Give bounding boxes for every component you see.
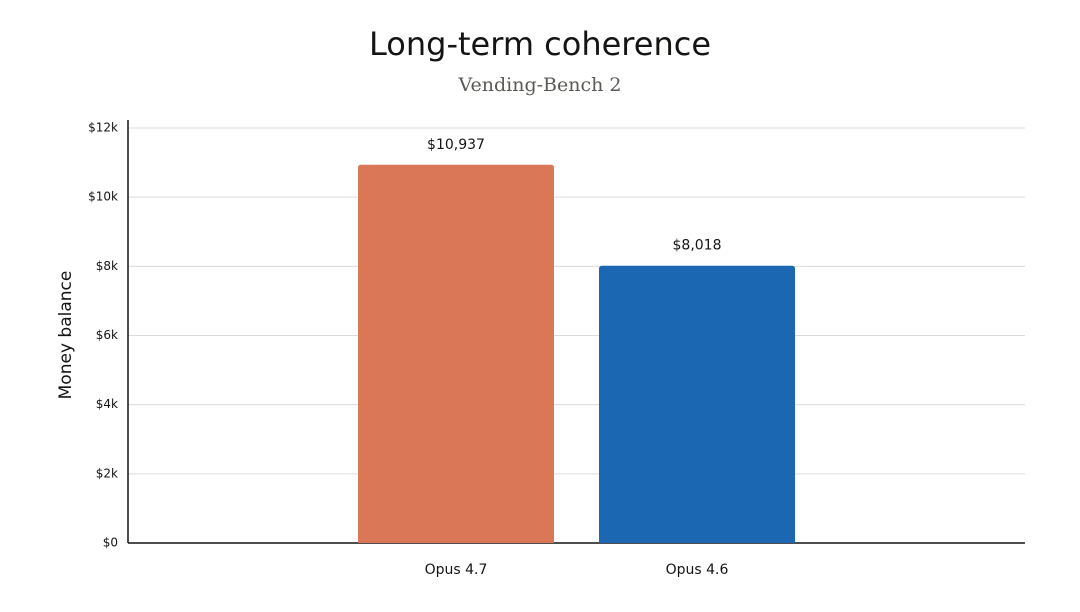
y-tick-label: $4k [96, 397, 118, 411]
data-label: $8,018 [673, 238, 722, 254]
x-tick-label: Opus 4.6 [666, 562, 729, 578]
y-tick-label: $0 [103, 536, 118, 550]
y-tick-label: $2k [96, 466, 118, 480]
y-tick-label: $10k [88, 190, 118, 204]
y-tick-label: $8k [96, 259, 118, 273]
bar [358, 164, 554, 543]
y-tick-label: $6k [96, 328, 118, 342]
y-tick-label: $12k [88, 121, 118, 135]
chart-subtitle: Vending-Bench 2 [458, 74, 622, 96]
chart-title: Long-term coherence [369, 25, 711, 63]
bar [599, 265, 795, 543]
data-label: $10,937 [427, 137, 485, 153]
y-axis-label: Money balance [56, 271, 76, 400]
x-tick-label: Opus 4.7 [425, 562, 488, 578]
